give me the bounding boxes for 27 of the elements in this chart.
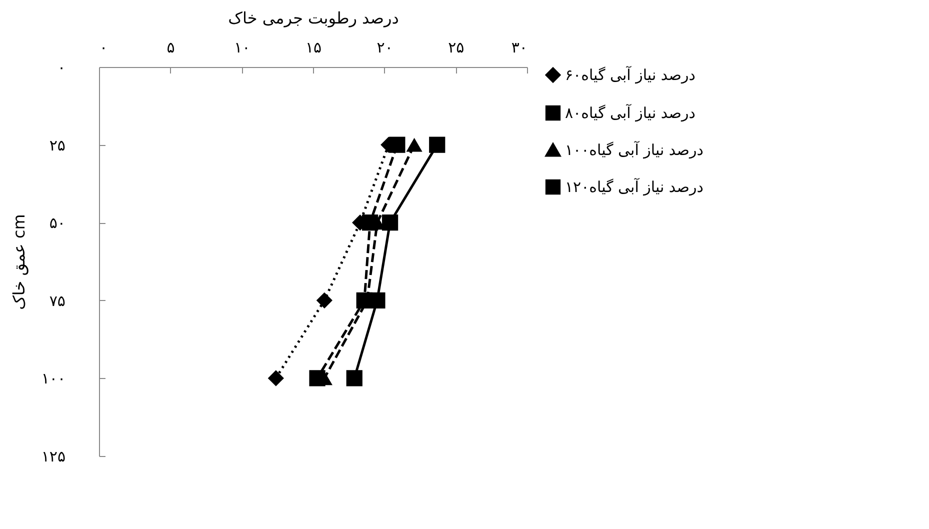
y-tick-label: ۱۲۵: [41, 448, 66, 466]
x-tick-label: ۲۵: [448, 38, 464, 56]
y-axis-title: عمق خاک cm: [9, 214, 28, 310]
y-tick-label: ۲۵: [49, 136, 66, 154]
x-tick-label: ۳۰: [511, 38, 528, 56]
x-tick-label: ۱۵: [305, 38, 322, 56]
legend-label: ۱۲۰درصد نیاز آبی گیاه: [565, 177, 704, 196]
point: [268, 370, 284, 386]
point: [389, 136, 406, 153]
x-tick-label: ۵: [166, 38, 175, 56]
legend-label: ۱۰۰درصد نیاز آبی گیاه: [565, 140, 704, 159]
legend-label: ۶۰درصد نیاز آبی گیاه: [565, 65, 696, 84]
y-tick-label: ۷۵: [49, 292, 66, 310]
y-tick-label: ۵۰: [49, 214, 66, 232]
point: [369, 292, 386, 308]
point: [429, 136, 446, 153]
x-tick-label: ۰: [100, 38, 108, 56]
x-tick-label: ۱۰: [234, 38, 250, 56]
point: [382, 214, 398, 231]
x-axis-title: درصد رطوبت جرمی خاک: [228, 8, 399, 28]
point: [406, 138, 422, 152]
legend-label: ۸۰درصد نیاز آبی گیاه: [565, 103, 696, 122]
point: [346, 370, 362, 386]
y-tick-label: ۱۰۰: [41, 370, 66, 388]
x-tick-label: ۲۰: [376, 38, 393, 56]
y-tick-label: ۰: [57, 58, 66, 76]
point: [316, 292, 332, 308]
